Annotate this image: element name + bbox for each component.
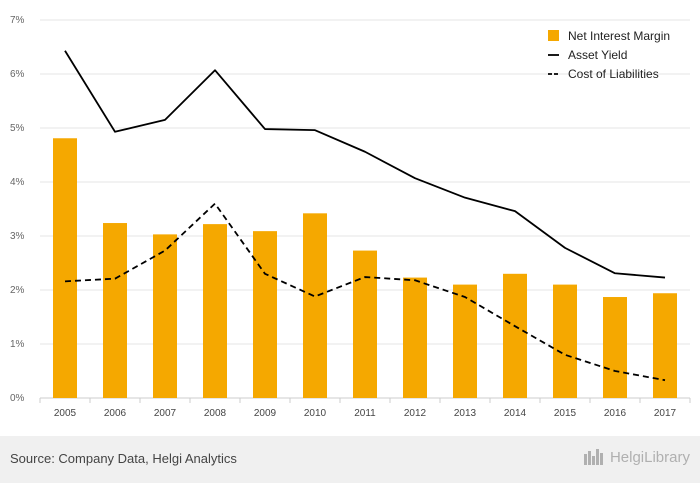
x-tick-label: 2006 — [104, 408, 127, 419]
y-tick-label: 0% — [10, 393, 25, 404]
bar-2007 — [153, 234, 177, 398]
y-tick-label: 5% — [10, 123, 25, 134]
bar-2015 — [553, 284, 577, 398]
bar-2017 — [653, 293, 677, 398]
line-asset-yield — [64, 50, 666, 279]
library-logo-icon — [583, 449, 603, 465]
helgi-library-logo[interactable]: HelgiLibrary — [583, 448, 690, 466]
line-cost-of-liabilities — [64, 202, 666, 382]
y-axis-ticks: 0% 1% 2% 3% 4% 5% 6% 7% — [10, 15, 25, 404]
y-tick-label: 4% — [10, 177, 25, 188]
x-tick-label: 2009 — [254, 408, 277, 419]
bar-2010 — [303, 213, 327, 398]
x-tick-label: 2007 — [154, 408, 177, 419]
x-tick-label: 2015 — [554, 408, 577, 419]
y-tick-label: 2% — [10, 285, 25, 296]
x-tick-label: 2011 — [354, 408, 376, 419]
bar-2005 — [53, 138, 77, 398]
x-tick-label: 2010 — [304, 408, 327, 419]
source-text: Source: Company Data, Helgi Analytics — [10, 451, 237, 466]
legend-swatch — [548, 30, 559, 41]
y-tick-label: 3% — [10, 231, 25, 242]
bar-2016 — [603, 297, 627, 398]
logo-text: HelgiLibrary — [609, 448, 690, 466]
bar-2013 — [453, 284, 477, 398]
bar-2008 — [203, 224, 227, 398]
bar-2006 — [103, 223, 127, 398]
legend-label: Asset Yield — [568, 48, 627, 62]
footer: Source: Company Data, Helgi Analytics He… — [0, 436, 700, 483]
legend: Net Interest Margin Asset Yield Cost of Li… — [548, 29, 670, 81]
bar-2011 — [353, 250, 377, 398]
bar-2014 — [503, 273, 527, 398]
bar-2009 — [253, 231, 277, 398]
y-tick-label: 7% — [10, 15, 25, 26]
legend-label: Net Interest Margin — [568, 29, 670, 43]
x-tick-label: 2014 — [504, 408, 527, 419]
y-tick-label: 6% — [10, 69, 25, 80]
line-series — [64, 50, 666, 382]
x-tick-label: 2012 — [404, 408, 427, 419]
bar-2012 — [403, 277, 427, 398]
x-tick-label: 2008 — [204, 408, 227, 419]
x-tick-label: 2017 — [654, 408, 677, 419]
x-tick-label: 2005 — [54, 408, 77, 419]
x-tick-label: 2016 — [604, 408, 627, 419]
bar-series-net-interest-margin — [53, 138, 677, 398]
y-tick-label: 1% — [10, 339, 25, 350]
legend-label: Cost of Liabilities — [568, 67, 659, 81]
chart: 0% 1% 2% 3% 4% 5% 6% 7% 2005 2006 2007 2008 2009 201… — [10, 15, 691, 419]
x-axis-ticks: 2005 2006 2007 2008 2009 2010 2011 2012 2013 2014… — [39, 398, 691, 419]
x-tick-label: 2013 — [454, 408, 477, 419]
